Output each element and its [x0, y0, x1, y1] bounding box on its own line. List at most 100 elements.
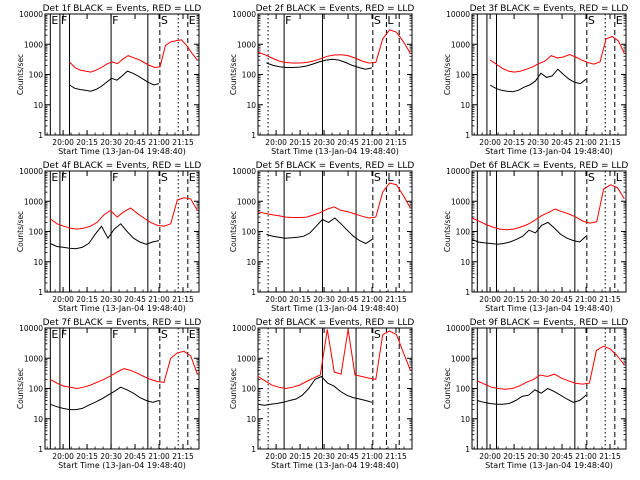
x-tick-label: 20:45 [551, 295, 573, 304]
y-tick-label: 1000 [237, 197, 256, 206]
x-tick-label: 20:15 [289, 295, 311, 304]
y-tick-label: 10 [33, 415, 43, 424]
y-tick-label: 10000 [232, 167, 256, 176]
x-tick-label: 20:00 [479, 138, 501, 147]
x-tick-label: 20:00 [479, 452, 501, 461]
lld-rate-line [257, 182, 411, 219]
x-tick-label: 20:30 [100, 138, 122, 147]
y-tick-label: 1 [38, 445, 43, 454]
x-tick-label: 21:15 [172, 138, 194, 147]
x-tick-label: 21:15 [172, 452, 194, 461]
y-tick-label: 10000 [19, 324, 43, 333]
x-tick-label: 20:45 [124, 138, 146, 147]
x-tick-label: 21:00 [148, 452, 170, 461]
x-tick-label: 20:15 [76, 295, 98, 304]
x-tick-label: 20:45 [124, 295, 146, 304]
y-tick-label: 1000 [451, 197, 470, 206]
x-axis-label: Start Time (13-Jan-04 19:48:40) [58, 461, 186, 470]
x-tick-label: 20:00 [479, 295, 501, 304]
lld-rate-line [69, 39, 198, 73]
chart-panel-2: Det 2f BLACK = Events, RED = LLD 1 10 100 10… [229, 4, 414, 156]
y-axis-label: Counts/sec [16, 368, 25, 409]
y-tick-label: 100 [29, 385, 44, 394]
y-tick-label: 1 [251, 288, 256, 297]
y-tick-label: 10 [33, 258, 43, 267]
y-tick-label: 100 [29, 228, 44, 237]
y-tick-label: 1 [251, 445, 256, 454]
event-marker-label: F [112, 171, 118, 184]
x-tick-label: 21:00 [575, 295, 597, 304]
x-tick-label: 20:45 [551, 138, 573, 147]
plot-frame [257, 327, 413, 450]
events-rate-line [257, 375, 373, 406]
event-marker-label: L [616, 171, 623, 184]
events-rate-line [50, 223, 160, 250]
plot-frame [44, 170, 200, 293]
event-marker-label: S [161, 328, 168, 341]
chart-title: Det 2f BLACK = Events, RED = LLD [256, 4, 415, 14]
event-marker-label: S [161, 14, 168, 27]
chart-title: Det 4f BLACK = Events, RED = LLD [43, 161, 202, 171]
x-axis-label: Start Time (13-Jan-04 19:48:40) [58, 147, 186, 156]
event-marker-label: E [189, 328, 196, 341]
chart-title: Det 7f BLACK = Events, RED = LLD [43, 318, 202, 328]
x-axis-label: Start Time (13-Jan-04 19:48:40) [485, 304, 613, 313]
x-tick-label: 21:00 [148, 295, 170, 304]
y-tick-label: 10 [246, 258, 256, 267]
x-tick-label: 21:00 [361, 295, 383, 304]
x-tick-label: 20:30 [527, 138, 549, 147]
event-marker-label: S [374, 14, 381, 27]
x-axis-label: Start Time (13-Jan-04 19:48:40) [58, 304, 186, 313]
y-tick-label: 10000 [446, 324, 470, 333]
event-marker-label: E [189, 171, 196, 184]
events-rate-line [477, 387, 587, 405]
x-tick-label: 20:30 [313, 295, 335, 304]
y-axis-label: Counts/sec [443, 211, 452, 252]
y-axis-label: Counts/sec [443, 54, 452, 95]
y-tick-label: 100 [456, 385, 471, 394]
event-marker-label: F [285, 14, 291, 27]
x-tick-label: 21:15 [385, 295, 407, 304]
plot-frame [257, 170, 413, 293]
y-tick-label: 10000 [19, 167, 43, 176]
x-tick-label: 21:15 [599, 295, 621, 304]
event-marker-label: S [161, 171, 168, 184]
lld-rate-line [50, 197, 198, 230]
y-axis-label: Counts/sec [443, 368, 452, 409]
plot-frame [257, 13, 413, 136]
chart-panel-9: Det 9f BLACK = Events, RED = LLD 1 10 100 10… [443, 318, 628, 470]
x-tick-label: 20:00 [52, 452, 74, 461]
x-axis-label: Start Time (13-Jan-04 19:48:40) [271, 304, 399, 313]
x-tick-label: 20:00 [265, 138, 287, 147]
x-tick-label: 20:15 [503, 452, 525, 461]
x-tick-label: 20:15 [289, 138, 311, 147]
y-tick-label: 1 [251, 131, 256, 140]
event-marker-label: F [285, 171, 291, 184]
y-axis-label: Counts/sec [16, 211, 25, 252]
y-tick-label: 10000 [232, 10, 256, 19]
plot-frame [44, 327, 200, 450]
y-tick-label: 1000 [237, 40, 256, 49]
events-rate-line [471, 221, 587, 245]
y-tick-label: 10000 [446, 167, 470, 176]
y-tick-label: 100 [242, 71, 257, 80]
event-marker-label: F [61, 171, 67, 184]
event-marker-label: F [112, 14, 118, 27]
events-rate-line [266, 217, 373, 245]
x-tick-label: 20:00 [52, 295, 74, 304]
y-tick-label: 10000 [19, 10, 43, 19]
event-marker-label: S [588, 171, 595, 184]
x-tick-label: 20:15 [76, 452, 98, 461]
chart-title: Det 9f BLACK = Events, RED = LLD [470, 318, 629, 328]
y-tick-label: 1000 [451, 354, 470, 363]
plot-frame [44, 13, 200, 136]
x-tick-label: 21:00 [148, 138, 170, 147]
y-tick-label: 10 [460, 415, 470, 424]
events-rate-line [489, 68, 587, 93]
y-tick-label: 1000 [24, 40, 43, 49]
x-tick-label: 20:30 [527, 452, 549, 461]
plot-frame [471, 170, 627, 293]
x-tick-label: 21:15 [599, 452, 621, 461]
chart-panel-4: Det 4f BLACK = Events, RED = LLD 1 10 100 10… [16, 161, 201, 313]
y-tick-label: 1000 [24, 354, 43, 363]
